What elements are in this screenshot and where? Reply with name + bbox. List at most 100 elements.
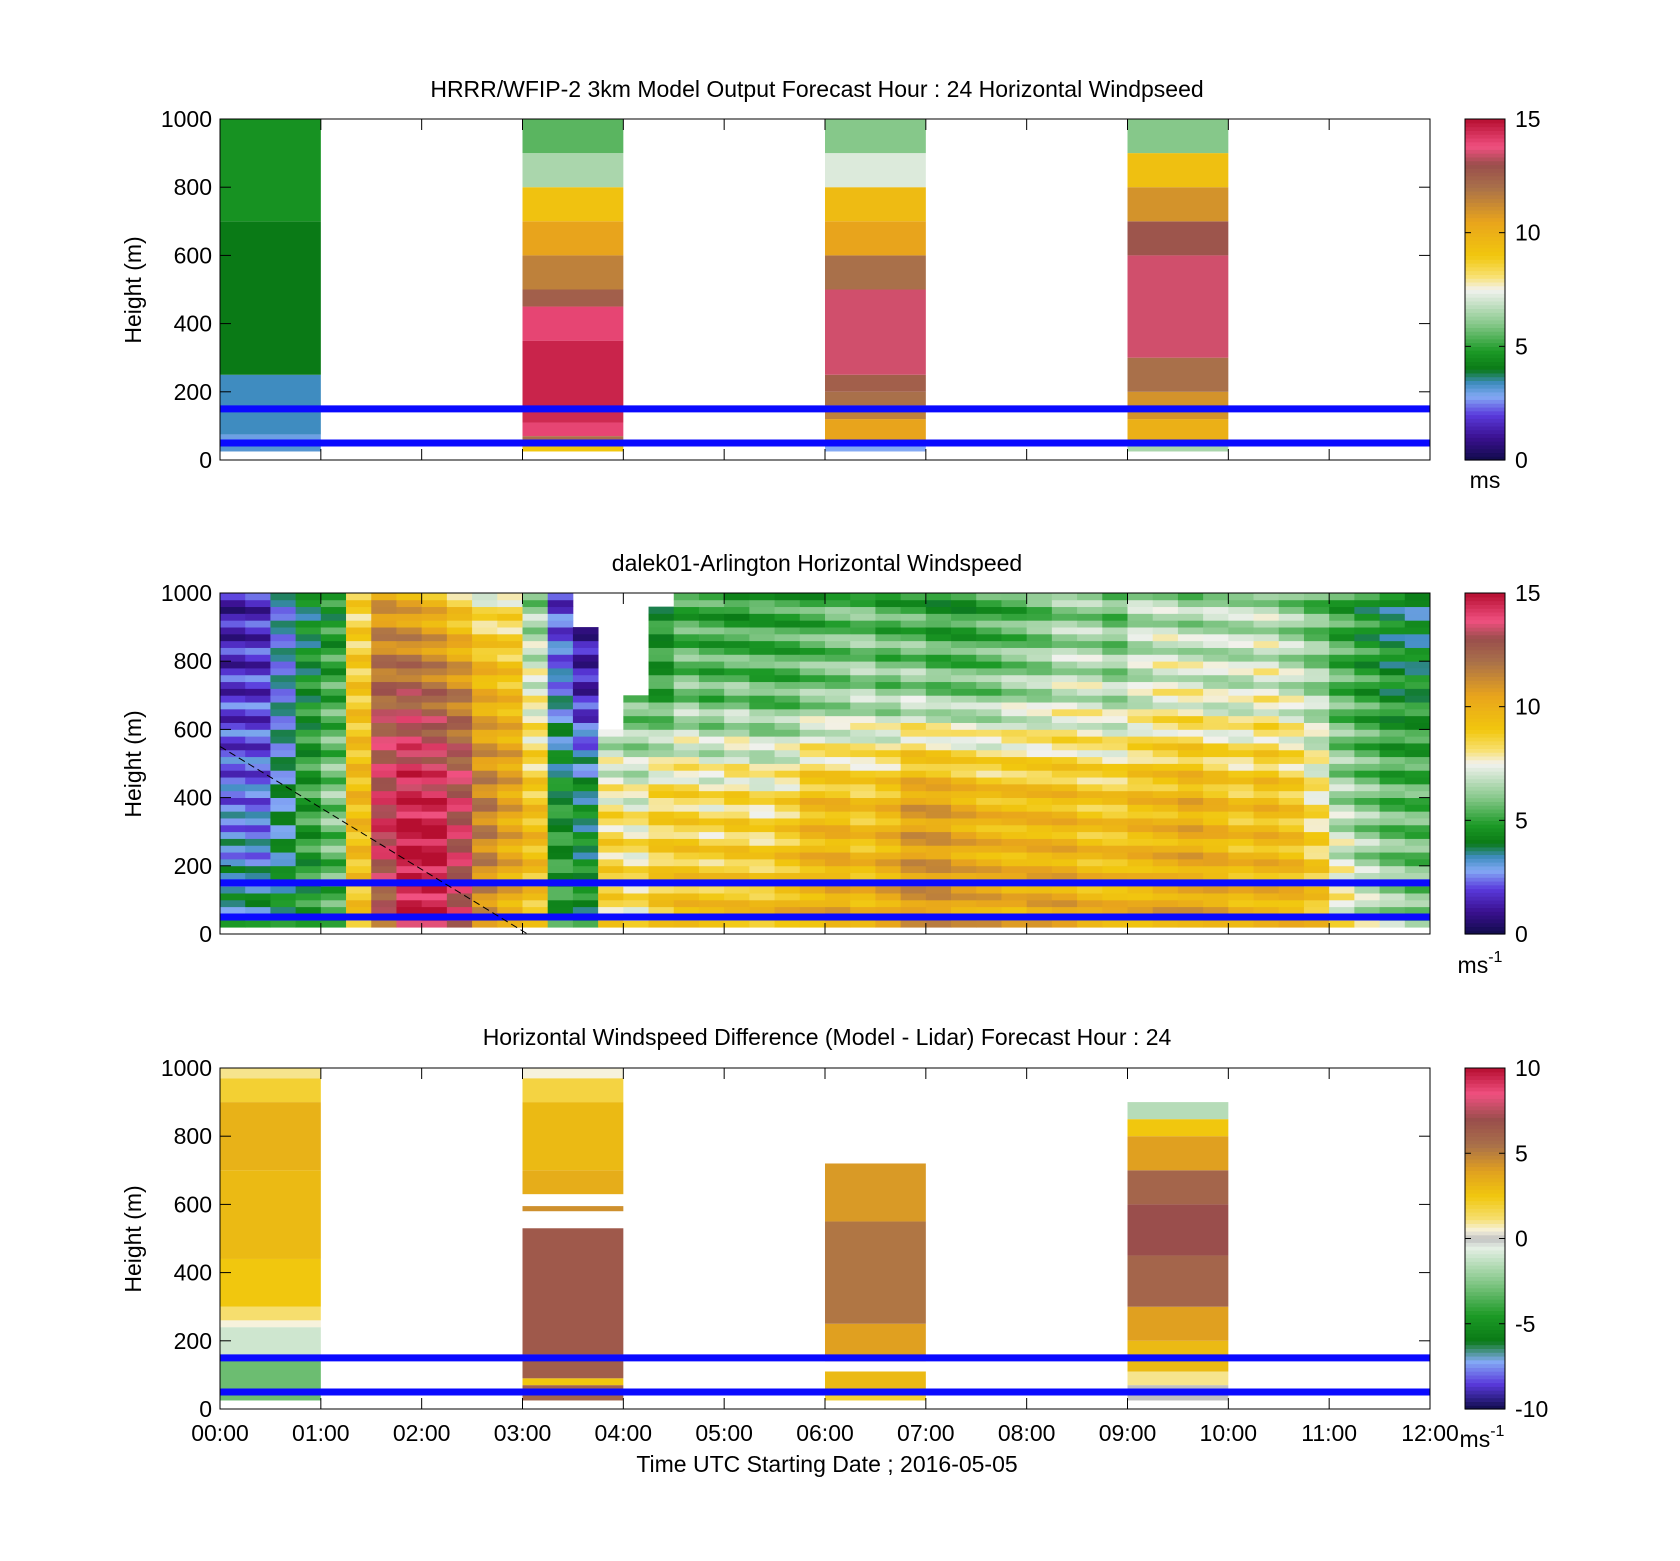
- heatmap-cell: [1026, 668, 1053, 676]
- heatmap-cell: [698, 818, 725, 826]
- heatmap-cell: [1001, 633, 1028, 642]
- heatmap-cell: [1077, 763, 1103, 771]
- heatmap-cell: [547, 743, 574, 751]
- heatmap-cell: [875, 674, 902, 683]
- heatmap-cell: [799, 818, 826, 826]
- heatmap-cell: [825, 743, 851, 751]
- heatmap-cell: [673, 633, 700, 642]
- heatmap-cell: [1278, 872, 1305, 880]
- heatmap-cell: [245, 906, 271, 914]
- heatmap-cell: [900, 770, 927, 778]
- heatmap-cell: [220, 763, 246, 771]
- heatmap-cell: [951, 899, 977, 908]
- heatmap-cell: [673, 824, 700, 833]
- heatmap-cell: [1278, 804, 1305, 812]
- heatmap-cell: [875, 763, 902, 771]
- colorbar-segment: [1465, 448, 1505, 454]
- colorbar-segment: [1465, 240, 1505, 245]
- heatmap-cell: [472, 920, 498, 928]
- heatmap-cell: [1203, 633, 1229, 642]
- heatmap-cell: [825, 763, 851, 771]
- heatmap-cell: [749, 797, 775, 805]
- heatmap-cell: [875, 818, 902, 826]
- heatmap-cell: [1001, 668, 1028, 676]
- heatmap-cell: [572, 811, 599, 819]
- heatmap-cell: [446, 593, 473, 601]
- heatmap-cell: [875, 606, 902, 614]
- heatmap-cell: [320, 654, 347, 662]
- heatmap-cell: [774, 743, 801, 751]
- heatmap-cell: [1127, 899, 1154, 908]
- heatmap-cell: [900, 702, 927, 710]
- heatmap-cell: [850, 702, 876, 710]
- heatmap-cell: [598, 749, 624, 758]
- heatmap-cell: [774, 599, 801, 608]
- heatmap-cell: [1177, 756, 1204, 764]
- heatmap-cell: [396, 640, 423, 648]
- heatmap-cell: [598, 736, 624, 744]
- heatmap-cell: [673, 715, 700, 723]
- heatmap-cell: [572, 736, 599, 744]
- heatmap-cell: [799, 633, 826, 642]
- heatmap-cell: [749, 852, 775, 860]
- heatmap-cell: [346, 756, 372, 764]
- heatmap-cell: [875, 831, 902, 839]
- heatmap-cell: [648, 756, 675, 764]
- heatmap-cell: [1404, 865, 1431, 874]
- heatmap-cell: [320, 906, 347, 914]
- heatmap-cell: [421, 715, 448, 723]
- heatmap-cell: [1102, 906, 1128, 914]
- heatmap-cell: [900, 599, 927, 608]
- heatmap-cell: [673, 872, 700, 880]
- heatmap-cell: [1177, 790, 1204, 798]
- heatmap-cell: [1329, 606, 1355, 614]
- heatmap-cell: [421, 743, 448, 751]
- heatmap-cell: [346, 661, 372, 669]
- heatmap-cell: [547, 852, 574, 860]
- heatmap-cell: [850, 770, 876, 778]
- heatmap-cell: [850, 838, 876, 846]
- heatmap-cell: [1077, 858, 1103, 867]
- heatmap-cell: [245, 688, 271, 696]
- heatmap-cell: [1077, 838, 1103, 846]
- heatmap-cell: [1051, 899, 1078, 908]
- heatmap-cell: [1077, 668, 1103, 676]
- heatmap-cell: [1228, 620, 1254, 628]
- heatmap-cell: [850, 715, 876, 723]
- heatmap-cell: [1026, 722, 1053, 730]
- heatmap-cell: [1127, 668, 1154, 676]
- heatmap-cell: [245, 640, 271, 648]
- heatmap-cell: [900, 743, 927, 751]
- heatmap-cell: [245, 627, 271, 635]
- heatmap-cell: [421, 899, 448, 908]
- heatmap-cell: [648, 858, 675, 867]
- heatmap-cell: [1077, 606, 1103, 614]
- heatmap-cell: [623, 906, 649, 914]
- heatmap-cell: [875, 681, 902, 689]
- heatmap-cell: [1354, 906, 1380, 914]
- heatmap-cell: [547, 824, 574, 833]
- heatmap-cell: [396, 702, 423, 710]
- colorbar-segment: [1465, 270, 1505, 275]
- colorbar-segment: [1465, 1147, 1505, 1152]
- heatmap-cell: [1404, 872, 1431, 880]
- heatmap-cell: [951, 783, 977, 792]
- heatmap-cell: [1203, 899, 1229, 908]
- heatmap-cell: [1152, 736, 1179, 744]
- heatmap-cell: [976, 899, 1002, 908]
- heatmap-cell: [1102, 715, 1128, 723]
- colorbar-segment: [1465, 827, 1505, 833]
- heatmap-cell: [320, 599, 347, 608]
- heatmap-cell: [648, 749, 675, 758]
- heatmap-cell: [1278, 906, 1305, 914]
- heatmap-cell: [799, 606, 826, 614]
- heatmap-cell: [547, 736, 574, 744]
- heatmap-cell: [1127, 858, 1154, 867]
- heatmap-cell: [270, 872, 297, 880]
- heatmap-cell: [371, 708, 397, 717]
- heatmap-cell: [724, 606, 750, 614]
- heatmap-cell: [825, 818, 851, 826]
- colorbar-segment: [1465, 1276, 1505, 1281]
- heatmap-cell: [1152, 668, 1179, 676]
- heatmap-cell: [1329, 899, 1355, 908]
